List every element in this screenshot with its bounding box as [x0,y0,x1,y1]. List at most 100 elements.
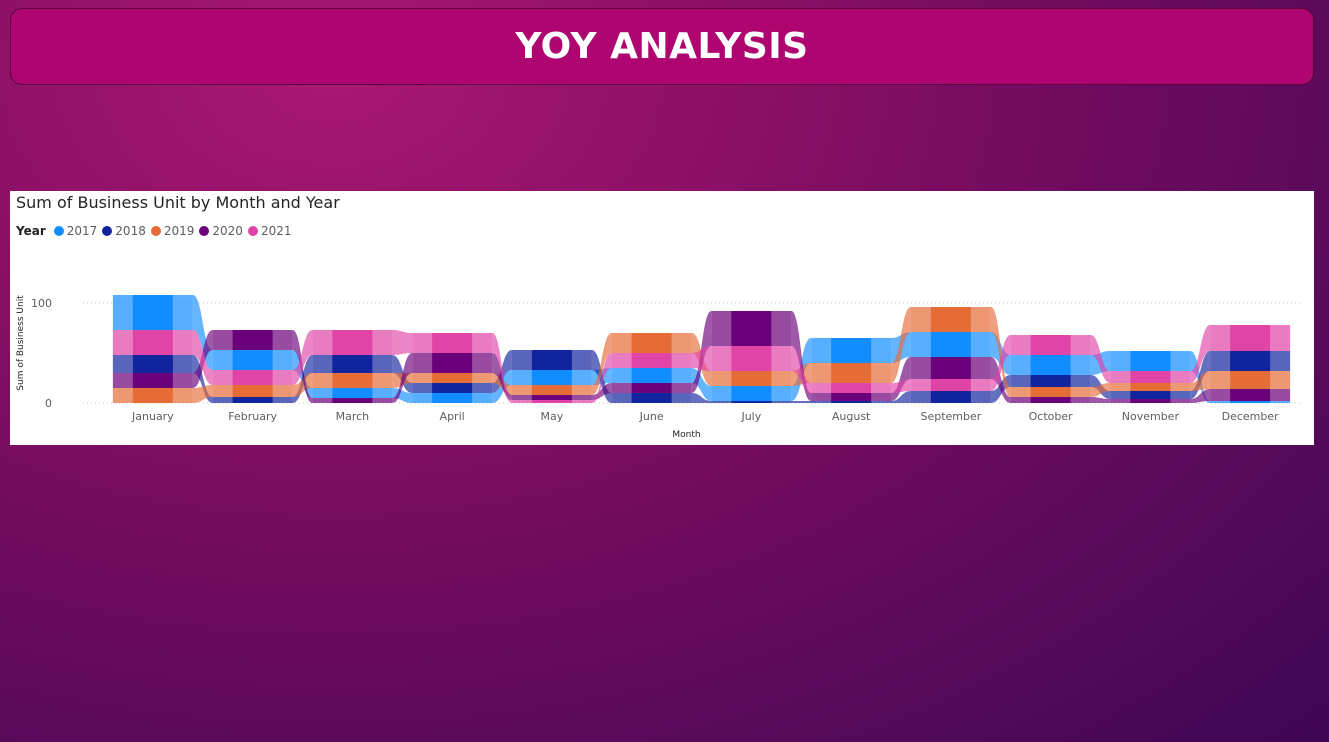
ribbon-2021-July[interactable] [791,346,812,393]
ribbon-2021-November[interactable] [1190,325,1211,383]
ribbon-2019-February[interactable] [292,373,313,397]
ribbon-2020-October[interactable] [1090,397,1111,403]
bar-core-2021-July [731,346,772,371]
bar-core-2017-September [930,332,971,357]
bar-core-2021-September [930,379,971,391]
page-title: YOY ANALYSIS [515,26,809,67]
bar-core-2017-April [432,393,473,403]
x-tick-label: July [740,410,761,423]
ribbon-2020-March[interactable] [392,353,413,403]
bar-core-2020-February [232,330,273,350]
bar-core-2021-November [1130,371,1171,383]
bar-core-2021-April [432,333,473,353]
report-header: YOY ANALYSIS [10,8,1314,85]
bar-core-2019-June [631,333,672,353]
x-tick-label: March [336,410,370,423]
ribbon-2021-June[interactable] [691,346,712,371]
bar-core-2021-January [132,330,173,355]
ribbon-2018-January[interactable] [192,355,213,403]
x-tick-label: December [1222,410,1280,423]
ribbon-2021-August[interactable] [891,379,911,393]
x-tick-label: April [440,410,465,423]
ribbon-2021-September[interactable] [990,335,1011,391]
bars [112,295,1291,403]
ribbon-2018-June[interactable] [691,393,712,403]
y-axis-label: Sum of Business Unit [16,295,26,391]
bar-core-2019-March [332,373,373,388]
legend-item-2019[interactable]: 2019 [150,224,194,238]
legend-label: 2020 [212,224,243,238]
bar-core-2020-June [631,383,672,393]
bar-core-2017-October [1030,355,1071,375]
ribbon-2017-March[interactable] [392,388,413,403]
bar-core-2020-May [531,395,572,400]
ribbons [192,295,1211,403]
bar-core-2020-October [1030,397,1071,403]
bar-core-2020-January [132,373,173,388]
bar-core-2021-May [531,400,572,403]
bar-core-2019-November [1130,383,1171,391]
bar-core-2018-June [631,393,672,403]
x-tick-label: February [228,410,277,423]
chart-plot[interactable]: 0 100 Sum of Business Unit January February M… [10,191,1314,445]
bar-core-2017-December [1230,401,1271,403]
ribbon-2019-November[interactable] [1190,371,1211,391]
bar-core-2018-October [1030,375,1071,387]
bar-core-2018-November [1130,391,1171,399]
legend-label: 2017 [66,224,98,238]
ribbon-2020-September[interactable] [990,357,1011,403]
x-tick-label: September [920,410,981,423]
ribbon-2021-January[interactable] [192,330,213,385]
legend-label: 2021 [260,224,292,238]
chart-legend: Year 2017 2018 2019 2020 2021 [16,224,296,238]
bar-core-2019-September [930,307,971,332]
bar-core-2018-April [432,383,473,393]
bar-core-2017-July [731,386,772,401]
ribbon-2021-April[interactable] [492,333,512,403]
bar-core-2020-April [432,353,473,373]
ribbon-2021-February[interactable] [292,330,313,385]
ribbon-chart-visual[interactable]: Sum of Business Unit by Month and Year Y… [10,191,1314,445]
legend-marker [53,226,64,236]
bar-core-2017-November [1130,351,1171,371]
bar-core-2018-May [531,350,572,370]
legend-marker [150,226,161,236]
bar-core-2021-February [232,370,273,385]
ribbon-2019-January[interactable] [192,385,213,403]
legend-item-2020[interactable]: 2020 [199,224,243,238]
x-tick-label: November [1122,410,1180,423]
legend-item-2017[interactable]: 2017 [53,224,98,238]
ribbon-2018-July[interactable] [791,401,812,403]
x-tick-label: May [541,410,564,423]
legend-item-2021[interactable]: 2021 [247,224,292,238]
bar-core-2018-September [930,391,971,403]
legend-title: Year [16,224,46,238]
bar-core-2020-March [332,398,373,403]
legend-label: 2018 [115,224,146,238]
bar-core-2017-May [531,370,572,385]
bar-core-2020-September [930,357,971,379]
legend-marker [102,226,113,236]
bar-core-2018-July [731,401,772,403]
bar-core-2020-August [831,393,872,401]
legend-item-2018[interactable]: 2018 [102,224,146,238]
bar-core-2017-August [831,338,872,363]
bar-core-2021-June [631,353,672,368]
y-tick-label: 0 [45,397,52,410]
ribbon-2021-March[interactable] [392,330,413,355]
bar-core-2019-July [731,371,772,386]
bar-core-2017-June [631,368,672,383]
bar-core-2018-January [132,355,173,373]
ribbon-2020-July[interactable] [791,311,812,401]
ribbon-2019-May[interactable] [591,333,612,395]
bar-core-2021-August [831,383,872,393]
ribbon-2021-October[interactable] [1090,335,1111,383]
ribbon-2019-September[interactable] [990,307,1011,397]
ribbon-2019-October[interactable] [1090,383,1111,397]
ribbon-2018-August[interactable] [891,391,911,403]
bar-core-2019-January [132,388,173,403]
legend-marker [247,226,258,236]
ribbon-2019-August[interactable] [891,307,911,383]
ribbon-2021-May[interactable] [591,353,612,403]
ribbon-2020-November[interactable] [1190,389,1211,403]
